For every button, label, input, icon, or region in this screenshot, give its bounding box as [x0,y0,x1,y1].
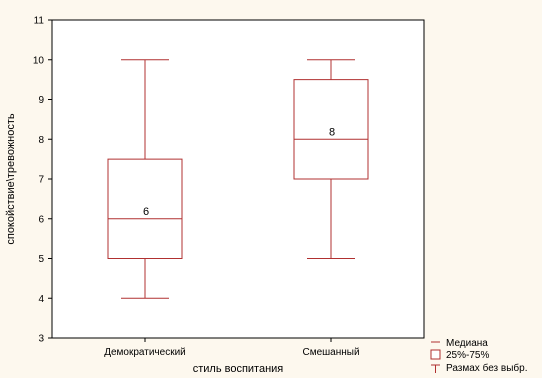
y-tick-label: 3 [38,334,44,345]
y-tick-label: 9 [38,95,44,106]
box-group: 6 [107,59,183,299]
median-label: 6 [143,206,149,218]
legend-median-label: Медиана [446,338,488,349]
x-tick-label: Демократический [104,347,186,358]
y-tick-label: 8 [38,135,44,146]
legend-box-symbol [430,349,441,360]
y-axis: 3 4 5 6 7 8 9 10 11 [33,16,52,345]
y-tick-label: 5 [38,254,44,265]
y-axis-title: спокойствие\тревожность [5,113,17,245]
y-tick-label: 6 [38,214,44,225]
y-tick-label: 4 [38,294,44,305]
x-tick-label: Смешанный [302,347,359,358]
y-tick-label: 11 [34,16,45,27]
x-axis-title: стиль воспитания [193,363,284,375]
median-label: 8 [329,126,335,138]
iqr-box [107,158,183,259]
boxes: 68 [107,59,369,299]
legend-whisker-label: Размах без выбр. [446,362,527,374]
iqr-box [293,79,369,180]
y-tick-label: 10 [33,55,45,66]
legend: Медиана 25%-75% Размах без выбр. [430,338,527,374]
y-tick-label: 7 [38,175,44,186]
x-axis: Демократический Смешанный [104,338,360,358]
box-group: 8 [293,59,369,259]
legend-box-label: 25%-75% [446,350,489,361]
